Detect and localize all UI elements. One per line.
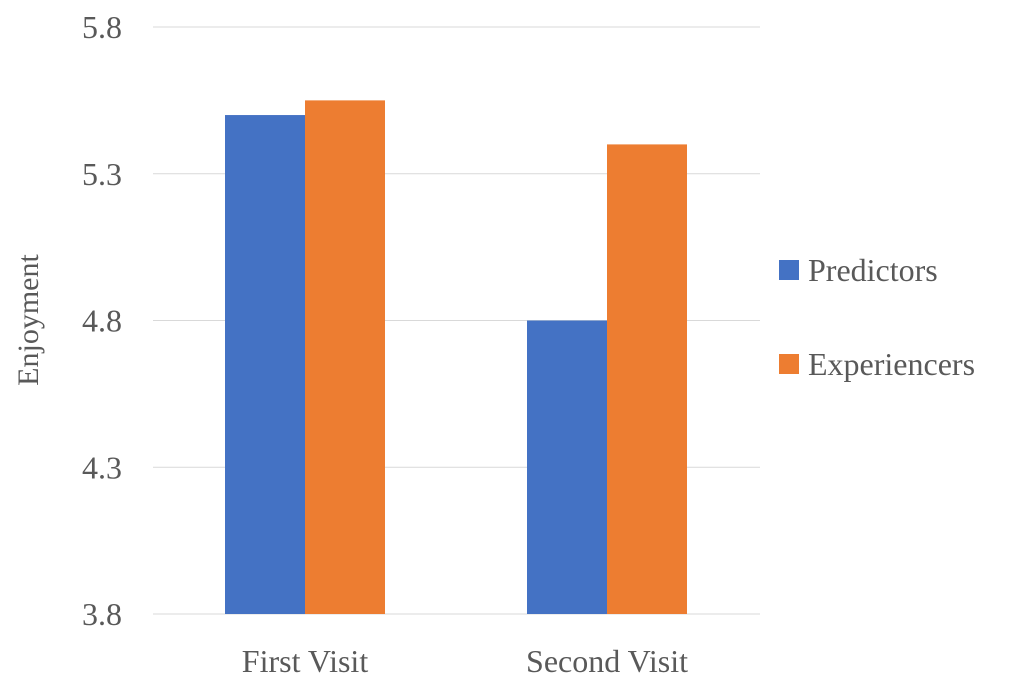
y-axis-tick-labels: 3.8 4.3 4.8 5.3 5.8 <box>82 9 122 632</box>
y-axis-label: Enjoyment <box>12 254 45 386</box>
legend: Predictors Experiencers <box>779 252 975 382</box>
bar-predictors-0 <box>225 115 305 615</box>
bar-experiencers-0 <box>305 100 385 614</box>
x-tick-label: Second Visit <box>526 643 688 679</box>
legend-swatch-experiencers <box>779 354 799 374</box>
x-axis-tick-labels: First Visit Second Visit <box>242 643 688 679</box>
bars <box>225 100 687 615</box>
x-tick-label: First Visit <box>242 643 369 679</box>
y-tick-label: 4.8 <box>82 303 122 339</box>
legend-label-predictors: Predictors <box>808 252 938 288</box>
y-tick-label: 5.8 <box>82 9 122 45</box>
y-tick-label: 5.3 <box>82 156 122 192</box>
bar-predictors-1 <box>527 320 607 614</box>
y-tick-label: 4.3 <box>82 449 122 485</box>
legend-label-experiencers: Experiencers <box>808 346 975 382</box>
legend-swatch-predictors <box>779 260 799 280</box>
bar-experiencers-1 <box>607 144 687 614</box>
y-tick-label: 3.8 <box>82 596 122 632</box>
